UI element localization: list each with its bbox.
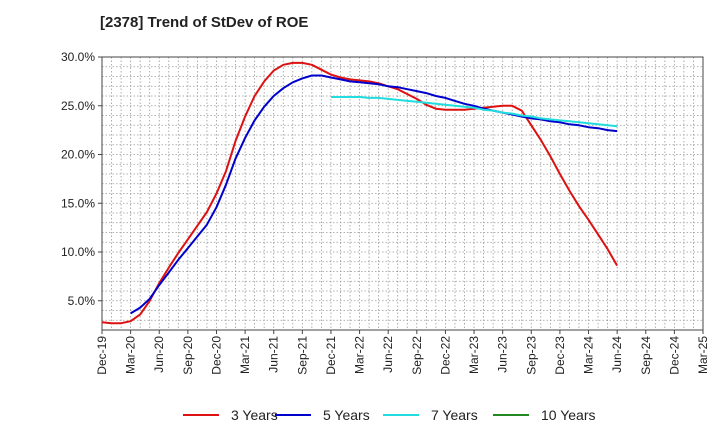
series-line-3-years	[101, 61, 618, 325]
x-tick-label: Mar-24	[582, 336, 596, 374]
x-tick-label: Dec-23	[553, 336, 567, 375]
x-tick-label: Mar-25	[696, 336, 710, 374]
x-tick-label: Jun-20	[152, 336, 166, 373]
y-tick-label: 30.0%	[61, 50, 95, 64]
legend-swatch	[183, 414, 219, 416]
legend-swatch	[493, 414, 529, 416]
axis-layer	[98, 56, 704, 334]
legend-item: 10 Years	[493, 405, 596, 425]
x-tick-label: Sep-23	[524, 336, 538, 375]
series-line-5-years	[130, 74, 618, 315]
legend-swatch	[383, 414, 419, 416]
x-tick-label: Jun-23	[496, 336, 510, 373]
x-tick-label: Sep-21	[295, 336, 309, 375]
y-tick-label: 20.0%	[61, 148, 95, 162]
x-tick-label: Dec-21	[324, 336, 338, 375]
x-tick-label: Jun-24	[610, 336, 624, 373]
x-tick-label: Sep-22	[410, 336, 424, 375]
x-tick-label: Dec-19	[95, 336, 109, 375]
legend-label: 10 Years	[541, 407, 596, 423]
legend-label: 5 Years	[323, 407, 370, 423]
series-line-7-years	[331, 96, 618, 128]
y-tick-label: 15.0%	[61, 196, 95, 210]
x-tick-label: Sep-24	[639, 336, 653, 375]
x-tick-label: Mar-22	[353, 336, 367, 374]
series-layer	[101, 61, 618, 325]
y-tick-label: 5.0%	[68, 294, 96, 308]
label-layer: 5.0% 10.0% 15.0% 20.0% 25.0% 30.0% Dec-19 Mar-2…	[61, 50, 710, 375]
x-tick-label: Dec-22	[438, 336, 452, 375]
legend-item: 7 Years	[383, 405, 478, 425]
x-tick-label: Mar-20	[124, 336, 138, 374]
x-tick-label: Mar-23	[467, 336, 481, 374]
x-tick-label: Jun-22	[381, 336, 395, 373]
x-tick-label: Mar-21	[238, 336, 252, 374]
legend-item: 5 Years	[275, 405, 370, 425]
plot-frame	[101, 56, 704, 331]
legend: 3 Years 5 Years 7 Years 10 Years	[0, 405, 720, 425]
x-tick-label: Dec-24	[667, 336, 681, 375]
y-tick-label: 25.0%	[61, 99, 95, 113]
legend-label: 7 Years	[431, 407, 478, 423]
legend-swatch	[275, 414, 311, 416]
legend-label: 3 Years	[231, 407, 278, 423]
grid-layer	[101, 56, 704, 331]
x-tick-label: Sep-20	[181, 336, 195, 375]
x-tick-label: Jun-21	[267, 336, 281, 373]
y-tick-label: 10.0%	[61, 245, 95, 259]
legend-item: 3 Years	[183, 405, 278, 425]
x-tick-label: Dec-20	[209, 336, 223, 375]
chart-title: [2378] Trend of StDev of ROE	[100, 14, 309, 31]
